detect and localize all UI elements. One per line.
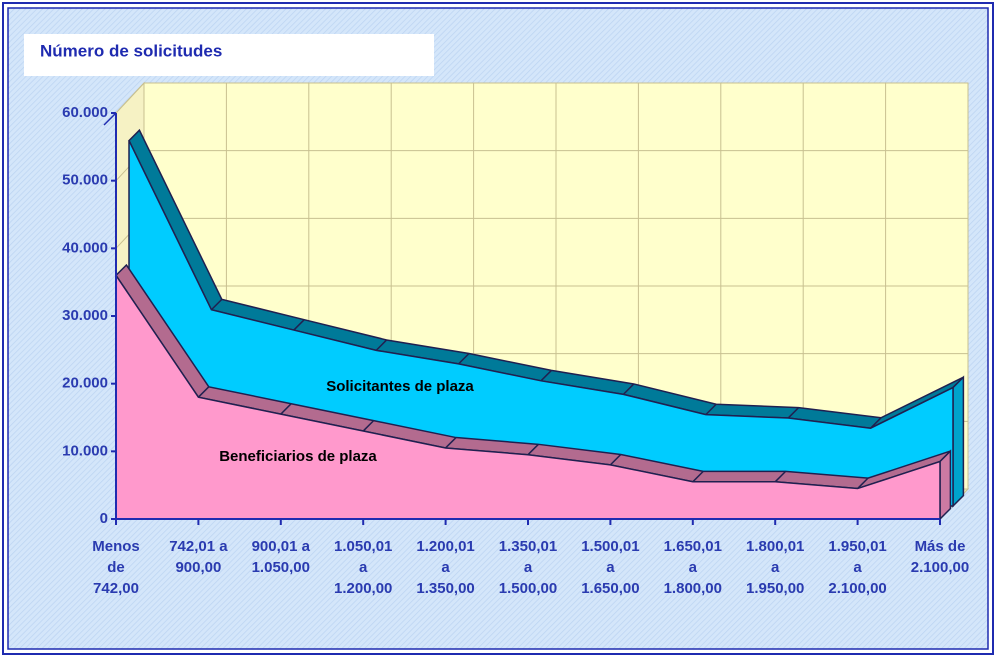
x-tick-label: 1.050,01 a 1.200,00 [334, 538, 392, 597]
x-tick-label-line: 2.100,00 [828, 580, 886, 597]
x-tick-label-line: 742,01 a [169, 538, 228, 555]
x-tick-label-line: 742,00 [93, 580, 139, 597]
x-tick-label-line: a [606, 559, 615, 576]
y-axis-depth [103, 112, 117, 126]
y-tick-label: 20.000 [62, 375, 108, 392]
x-tick-label: 1.350,01 a 1.500,00 [499, 538, 557, 597]
x-tick-label-line: 1.200,00 [334, 580, 392, 597]
x-tick-label-line: 900,00 [175, 559, 221, 576]
x-tick-label: 742,01 a 900,00 [169, 538, 228, 576]
ribbon-edge [622, 383, 635, 395]
x-tick-label-line: 1.800,00 [664, 580, 722, 597]
x-tick-label-line: Menos [92, 538, 140, 555]
ribbon-edge [705, 403, 717, 416]
x-tick-label-line: 1.650,01 [664, 538, 722, 555]
ribbon-edge [870, 417, 882, 429]
x-tick-label: 1.950,01 a 2.100,00 [828, 538, 886, 597]
series-label: Beneficiarios de plaza [219, 448, 377, 465]
y-tick-label: 10.000 [62, 442, 108, 459]
ribbon-edge [375, 339, 388, 351]
ribbon-edge [458, 352, 470, 365]
x-tick-label: 1.800,01 a 1.950,00 [746, 538, 804, 597]
x-tick-label-line: Más de [915, 538, 966, 555]
series-label: Solicitantes de plaza [326, 378, 474, 395]
x-tick-label-line: 1.500,01 [581, 538, 639, 555]
ribbon-edge [609, 453, 622, 466]
x-tick-label-line: a [853, 559, 862, 576]
title-box [24, 34, 434, 76]
x-tick-label-line: a [359, 559, 368, 576]
x-tick-label: 1.500,01 a 1.650,00 [581, 538, 639, 597]
x-tick-label-line: 1.200,01 [416, 538, 474, 555]
ribbon-edge [362, 420, 375, 432]
ribbon-edge [210, 298, 223, 311]
x-tick-label-line: 2.100,00 [911, 559, 969, 576]
y-tick-label: 30.000 [62, 307, 108, 324]
x-tick-label-line: 1.350,01 [499, 538, 557, 555]
x-tick-label-line: 1.950,00 [746, 580, 804, 597]
area [115, 272, 941, 520]
x-tick-label-line: 1.650,00 [581, 580, 639, 597]
x-tick-label: 1.650,01 a 1.800,00 [664, 538, 722, 597]
x-tick-label-line: de [107, 559, 125, 576]
x-tick-label-line: a [441, 559, 450, 576]
area-side [952, 375, 965, 508]
y-tick-label: 50.000 [62, 172, 108, 189]
x-tick-label-line: a [771, 559, 780, 576]
ribbon-edge [197, 386, 210, 398]
ribbon-edge [692, 470, 704, 483]
ribbon-edge [540, 369, 552, 382]
ribbon-edge [787, 407, 800, 419]
x-tick-label-line: 900,01 a [252, 538, 311, 555]
y-tick-label: 40.000 [62, 239, 108, 256]
chart-title: Número de solicitudes [40, 41, 222, 60]
ribbon-edge [293, 319, 305, 331]
area-side [939, 449, 952, 521]
x-tick-label-line: 1.950,01 [828, 538, 886, 555]
x-tick-label-line: 1.350,00 [416, 580, 474, 597]
x-tick-label: 900,01 a 1.050,00 [252, 538, 311, 576]
y-tick-label: 0 [100, 510, 108, 527]
ribbon-edge [280, 403, 292, 415]
x-tick-label-line: 1.500,00 [499, 580, 557, 597]
x-tick-label-line: 1.050,00 [252, 559, 310, 576]
x-tick-label: 1.200,01 a 1.350,00 [416, 538, 474, 597]
x-tick-label: Menos de 742,00 [92, 538, 140, 597]
x-tick-label-line: a [524, 559, 533, 576]
x-tick-label-line: a [689, 559, 698, 576]
x-tick-label-line: 1.050,01 [334, 538, 392, 555]
x-tick-label: Más de 2.100,00 [911, 538, 969, 576]
ribbon-edge [527, 443, 539, 456]
x-tick-label-line: 1.800,01 [746, 538, 804, 555]
ribbon-edge [774, 470, 787, 483]
y-tick-label: 60.000 [62, 104, 108, 121]
ribbon-edge [857, 477, 869, 490]
ribbon-edge [445, 437, 457, 449]
